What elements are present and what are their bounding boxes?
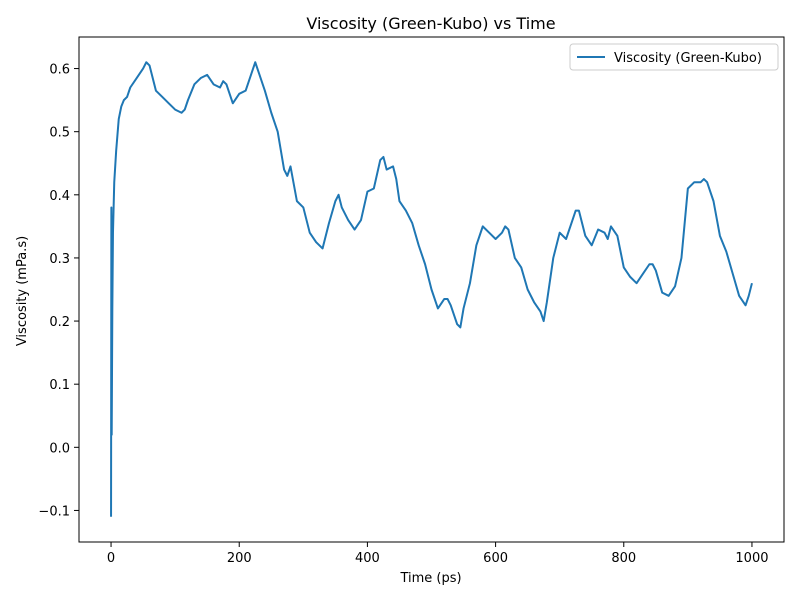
- y-axis-label: Viscosity (mPa.s): [15, 236, 30, 346]
- x-tick-label: 200: [227, 551, 252, 566]
- legend: Viscosity (Green-Kubo): [569, 43, 779, 71]
- y-tick-label: 0.5: [49, 126, 70, 141]
- series-line-0: [110, 61, 753, 517]
- legend-label: Viscosity (Green-Kubo): [614, 51, 762, 66]
- y-tick-label: −0.1: [38, 504, 70, 519]
- y-tick-label: 0.4: [49, 189, 70, 204]
- y-tick-label: 0.2: [49, 315, 70, 330]
- x-tick-label: 400: [355, 551, 380, 566]
- chart-title: Viscosity (Green-Kubo) vs Time: [306, 14, 555, 33]
- plot-area: 0 200 400 600 800 1000 −0.1 0.0 0.1 0.2 0.3 0.4 0.5 0…: [38, 36, 785, 566]
- x-tick-label: 0: [107, 551, 115, 566]
- x-tick-label: 600: [483, 551, 508, 566]
- y-tick-label: 0.0: [49, 441, 70, 456]
- axes-frame: [78, 36, 785, 543]
- legend-box: [569, 43, 779, 71]
- x-tick-label: 1000: [735, 551, 768, 566]
- y-tick-label: 0.1: [49, 378, 70, 393]
- x-axis-label: Time (ps): [399, 571, 461, 586]
- y-tick-label: 0.3: [49, 252, 70, 267]
- x-tick-label: 800: [611, 551, 636, 566]
- y-tick-label: 0.6: [49, 63, 70, 78]
